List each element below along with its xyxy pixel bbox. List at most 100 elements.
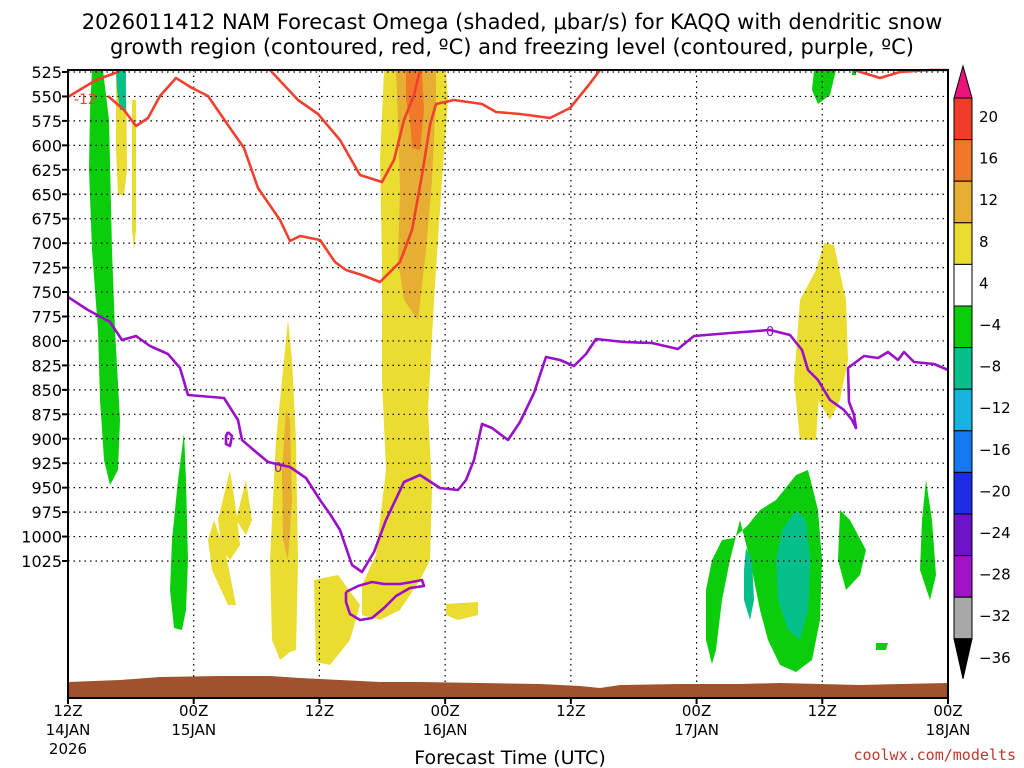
colorbar-tick-label: 8 xyxy=(979,233,989,251)
y-tick-label: 1025 xyxy=(21,552,62,571)
colorbar-segment xyxy=(953,388,973,432)
omega-region-y4 xyxy=(208,520,236,605)
colorbar-top-arrow xyxy=(953,64,973,99)
colorbar-segment xyxy=(953,513,973,557)
freezing-level-label: 0 xyxy=(766,325,774,340)
x-tick-label-date: 17JAN xyxy=(674,721,719,739)
x-tick-label-hour: 12Z xyxy=(305,702,334,720)
omega-region-y4 xyxy=(132,100,136,250)
dgz-contour-label: -12 xyxy=(74,92,97,108)
dgz-contour-line xyxy=(107,69,602,284)
omega-region-g8 xyxy=(744,548,754,620)
omega-region-y4 xyxy=(236,480,252,535)
y-tick-label: 600 xyxy=(31,136,62,155)
x-tick-label-hour: 00Z xyxy=(933,702,962,720)
colorbar-tick-label: −12 xyxy=(979,399,1011,417)
x-tick-label-hour: 00Z xyxy=(430,702,459,720)
y-axis: 525 550 575 600 625 650 675 700 725 750 775 800 825 8… xyxy=(21,63,68,571)
y-tick-label: 700 xyxy=(31,234,62,253)
colorbar-tick-label: 4 xyxy=(979,274,989,292)
omega-region-g4 xyxy=(170,433,188,630)
x-tick-label-date: 15JAN xyxy=(171,721,216,739)
y-tick-label: 975 xyxy=(31,503,62,522)
omega-region-g4 xyxy=(920,480,936,600)
colorbar-segment xyxy=(953,263,973,307)
freezing-level-contour xyxy=(67,295,949,574)
dgz-contour-line xyxy=(269,69,422,184)
y-tick-label: 800 xyxy=(31,332,62,351)
dgz-contour-line xyxy=(67,70,119,99)
y-tick-label: 775 xyxy=(31,308,62,327)
colorbar-segment xyxy=(953,305,973,349)
x-axis-label: Forecast Time (UTC) xyxy=(414,747,605,768)
colorbar-tick-label: −8 xyxy=(979,358,1001,376)
colorbar-tick-label: −20 xyxy=(979,482,1011,500)
colorbar-segment xyxy=(953,596,973,640)
colorbar-segment xyxy=(953,180,973,224)
y-tick-label: 925 xyxy=(31,454,62,473)
colorbar-tick-label: −28 xyxy=(979,566,1011,584)
colorbar: 20 16 12 8 4 −4 −8 −12 −16 −20 −24 −28 −32 −36 xyxy=(953,64,1011,679)
omega-region-g8 xyxy=(116,70,126,110)
omega-region-g4 xyxy=(89,70,120,485)
credit-text: coolwx.com/modelts xyxy=(853,746,1016,764)
freezing-level-contour xyxy=(224,431,234,448)
y-tick-label: 550 xyxy=(31,87,62,106)
colorbar-bottom-arrow xyxy=(953,638,973,679)
colorbar-segment xyxy=(953,222,973,265)
omega-region-g4 xyxy=(876,643,888,650)
y-tick-label: 825 xyxy=(31,356,62,375)
omega-region-y8 xyxy=(282,410,292,560)
x-tick-label-hour: 12Z xyxy=(556,702,585,720)
x-tick-label-hour: 00Z xyxy=(179,702,208,720)
colorbar-tick-label: −36 xyxy=(979,649,1011,667)
omega-region-g4 xyxy=(838,510,866,590)
colorbar-segment xyxy=(953,555,973,598)
terrain-band xyxy=(68,676,948,698)
x-tick-label-hour: 12Z xyxy=(808,702,837,720)
chart-title-line-2: growth region (contoured, red, ºC) and f… xyxy=(110,35,914,59)
y-tick-label: 675 xyxy=(31,210,62,229)
freezing-level-contour xyxy=(344,578,426,622)
x-tick-label-hour: 12Z xyxy=(53,702,82,720)
x-tick-label-date: 14JAN xyxy=(46,721,91,739)
y-tick-label: 950 xyxy=(31,479,62,498)
y-tick-label: 575 xyxy=(31,112,62,131)
y-tick-label: 900 xyxy=(31,430,62,449)
y-tick-label: 875 xyxy=(31,405,62,424)
colorbar-segment xyxy=(953,430,973,473)
omega-region-y4 xyxy=(314,575,360,665)
omega-region-y4 xyxy=(218,470,240,560)
omega-region-y8 xyxy=(396,70,436,320)
y-tick-label: 750 xyxy=(31,283,62,302)
x-tick-label-year: 2026 xyxy=(49,740,87,758)
colorbar-segment xyxy=(953,471,973,515)
colorbar-tick-label: −32 xyxy=(979,607,1011,625)
chart-title-line-1: 2026011412 NAM Forecast Omega (shaded, μ… xyxy=(82,10,943,34)
y-tick-label: 525 xyxy=(31,63,62,82)
y-tick-label: 725 xyxy=(31,259,62,278)
plot-area: -12 0 0 xyxy=(67,68,949,699)
y-tick-label: 850 xyxy=(31,381,62,400)
colorbar-tick-label: −16 xyxy=(979,441,1011,459)
colorbar-segment xyxy=(953,139,973,182)
x-tick-label-hour: 00Z xyxy=(682,702,711,720)
omega-region-y4 xyxy=(794,243,848,440)
plot-frame xyxy=(67,69,949,699)
freezing-level-label: 0 xyxy=(274,461,282,476)
x-tick-label-date: 16JAN xyxy=(423,721,468,739)
y-tick-label: 1000 xyxy=(21,528,62,547)
colorbar-tick-label: 20 xyxy=(979,108,998,126)
colorbar-tick-label: −24 xyxy=(979,524,1011,542)
omega-region-g8 xyxy=(776,510,810,640)
colorbar-segment xyxy=(953,347,973,390)
y-tick-label: 625 xyxy=(31,161,62,180)
y-tick-label: 650 xyxy=(31,185,62,204)
colorbar-segment xyxy=(953,97,973,141)
colorbar-tick-label: 16 xyxy=(979,150,998,168)
x-tick-label-date: 18JAN xyxy=(926,721,971,739)
omega-region-y4 xyxy=(446,602,478,620)
colorbar-tick-label: −4 xyxy=(979,316,1001,334)
